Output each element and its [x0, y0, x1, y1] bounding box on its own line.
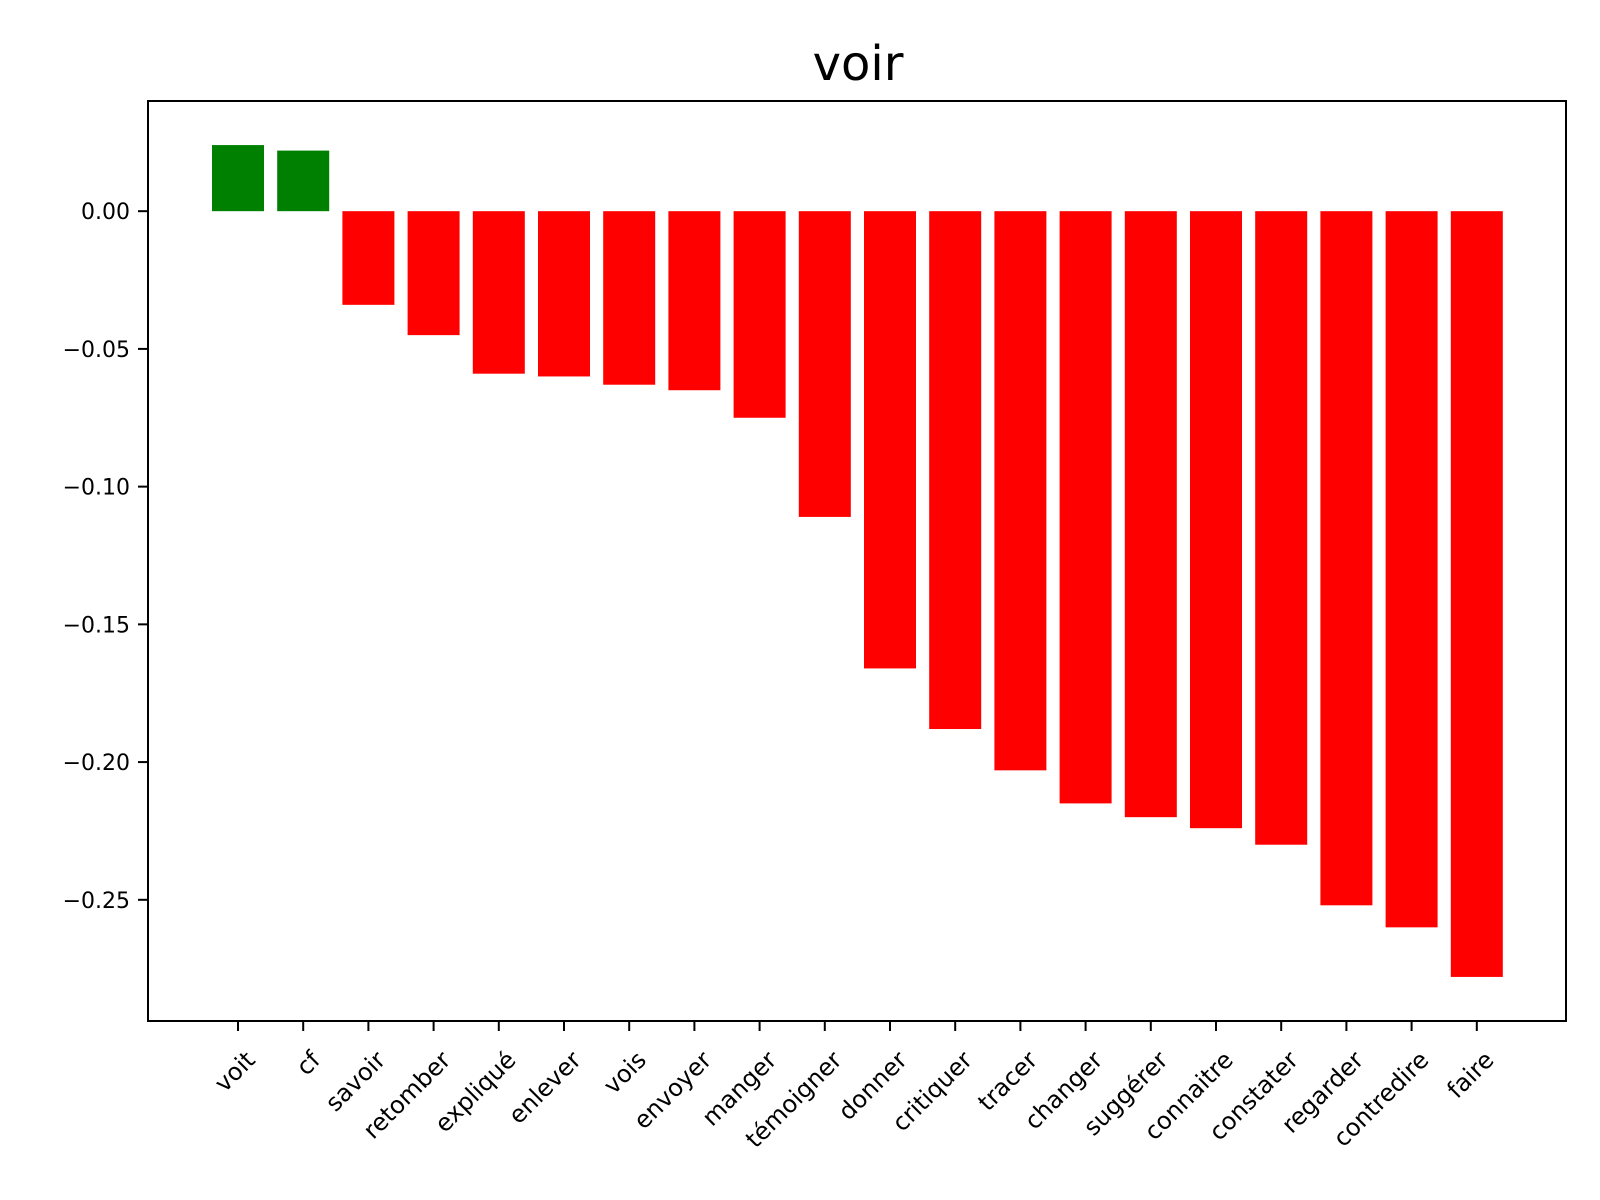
bar-témoigner	[798, 211, 851, 517]
y-tick-label: −0.25	[63, 889, 130, 914]
x-tick-label-cf: cf	[291, 1046, 326, 1081]
x-tick-label-enlever: enlever	[503, 1046, 587, 1130]
y-tick-label: −0.20	[63, 751, 130, 776]
bar-critiquer	[929, 211, 982, 730]
bar-suggérer	[1124, 211, 1177, 818]
bar-changer	[1059, 211, 1112, 804]
bar-manger	[733, 211, 786, 418]
bar-enlever	[538, 211, 590, 377]
y-axis: 0.00 −0.05 −0.10 −0.15 −0.20 −0.25	[63, 200, 148, 914]
x-tick-label-voit: voit	[209, 1046, 261, 1098]
bar-voit	[212, 145, 264, 212]
x-tick-label-faire: faire	[1442, 1046, 1500, 1104]
bar-constater	[1255, 211, 1308, 845]
y-tick-label: −0.10	[63, 476, 130, 501]
bar-connaitre	[1190, 211, 1242, 829]
bar-regarder	[1320, 211, 1373, 906]
plot-frame	[147, 100, 1567, 1022]
bars-group	[212, 145, 1503, 977]
bar-donner	[864, 211, 916, 669]
chart-title: voir	[813, 36, 904, 92]
bar-retomber	[407, 211, 460, 336]
bar-vois	[603, 211, 656, 385]
bar-savoir	[342, 211, 395, 305]
bar-contredire	[1385, 211, 1438, 928]
bar-faire	[1450, 211, 1503, 977]
bar-envoyer	[668, 211, 721, 391]
y-tick-label: 0.00	[81, 200, 130, 225]
bar-cf	[277, 150, 330, 212]
bar-expliqué	[472, 211, 525, 374]
x-tick-label-vois: vois	[598, 1046, 652, 1100]
y-tick-label: −0.15	[63, 613, 130, 638]
y-tick-label: −0.05	[63, 338, 130, 363]
bar-tracer	[994, 211, 1047, 771]
